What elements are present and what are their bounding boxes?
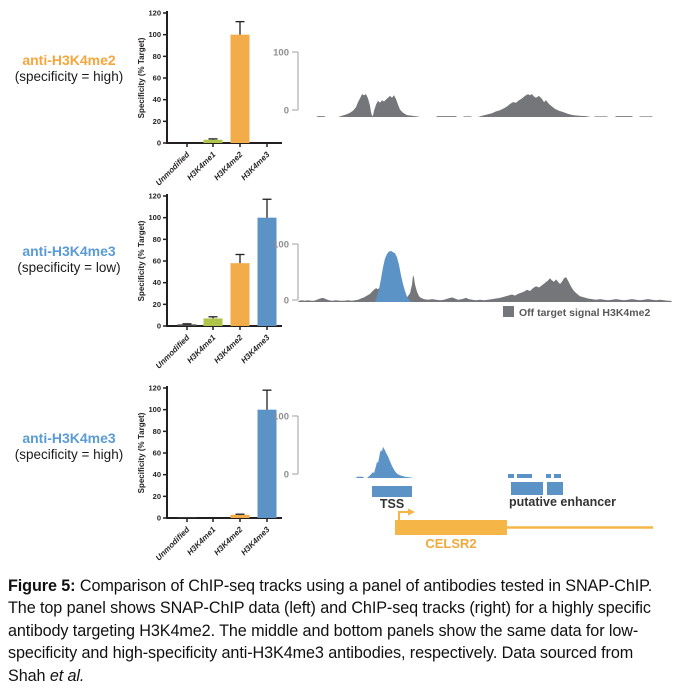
panel-bottom-label: anti-H3K4me3 (specificity = high) — [0, 430, 138, 462]
antibody-label: anti-H3K4me2 — [22, 52, 116, 68]
svg-text:0: 0 — [284, 106, 289, 117]
svg-text:H3K4me3: H3K4me3 — [239, 333, 272, 366]
svg-text:100: 100 — [273, 412, 289, 423]
specificity-label: (specificity = high) — [14, 447, 124, 462]
svg-text:20: 20 — [153, 492, 161, 501]
svg-text:0: 0 — [284, 470, 289, 481]
svg-text:80: 80 — [153, 427, 161, 436]
chipseq-track-middle: 100 0 Off target signal H3K4me2 — [273, 240, 672, 319]
caption-source: et al. — [49, 666, 85, 685]
figure-caption: Figure 5: Comparison of ChIP-seq tracks … — [8, 575, 672, 687]
svg-text:20: 20 — [153, 300, 161, 309]
svg-text:40: 40 — [153, 95, 161, 104]
svg-text:Specificity (% Target): Specificity (% Target) — [137, 37, 146, 118]
svg-text:20: 20 — [153, 117, 161, 126]
svg-text:0: 0 — [284, 296, 289, 307]
svg-text:100: 100 — [148, 30, 161, 39]
svg-text:40: 40 — [153, 470, 161, 479]
bar-chart-bottom: 0 20 40 60 80 100 120 Specificity (% Target) Unm… — [137, 384, 282, 563]
svg-text:60: 60 — [153, 74, 161, 83]
svg-text:60: 60 — [153, 257, 161, 266]
bar-chart-top: 0 20 40 60 80 100 120 Specificity (% Target) Unm… — [137, 9, 282, 188]
svg-text:Unmodified: Unmodified — [154, 524, 192, 562]
svg-text:80: 80 — [153, 52, 161, 61]
chipseq-track-top: 100 0 — [273, 48, 653, 117]
svg-text:Specificity (% Target): Specificity (% Target) — [137, 412, 146, 493]
svg-text:100: 100 — [148, 213, 161, 222]
panel-middle-label: anti-H3K4me3 (specificity = low) — [0, 243, 138, 275]
svg-text:120: 120 — [148, 192, 161, 201]
svg-text:0: 0 — [157, 139, 161, 148]
svg-text:putative enhancer: putative enhancer — [509, 495, 616, 509]
svg-text:Specificity (% Target): Specificity (% Target) — [137, 220, 146, 301]
svg-text:100: 100 — [273, 48, 289, 59]
antibody-label: anti-H3K4me3 — [22, 243, 116, 259]
svg-text:120: 120 — [148, 9, 161, 18]
svg-text:Unmodified: Unmodified — [154, 149, 192, 187]
svg-text:100: 100 — [273, 240, 289, 251]
panel-top-label: anti-H3K4me2 (specificity = high) — [0, 52, 138, 84]
specificity-label: (specificity = high) — [14, 69, 124, 84]
svg-text:120: 120 — [148, 384, 161, 393]
svg-text:Unmodified: Unmodified — [154, 332, 192, 370]
svg-text:Off target signal H3K4me2: Off target signal H3K4me2 — [519, 307, 650, 319]
antibody-label: anti-H3K4me3 — [22, 430, 116, 446]
bar-chart-middle: 0 20 40 60 80 100 120 Specificity (% Target) Unm… — [137, 192, 282, 371]
svg-text:TSS: TSS — [380, 497, 404, 511]
chipseq-track-bottom: 100 0 TSS putative enhancer CELSR2 — [273, 412, 653, 551]
svg-text:0: 0 — [157, 322, 161, 331]
caption-text: Comparison of ChIP-seq tracks using a pa… — [8, 577, 653, 685]
svg-text:40: 40 — [153, 278, 161, 287]
svg-text:80: 80 — [153, 235, 161, 244]
svg-text:100: 100 — [148, 405, 161, 414]
specificity-label: (specificity = low) — [17, 260, 121, 275]
svg-text:CELSR2: CELSR2 — [425, 536, 476, 551]
svg-text:60: 60 — [153, 449, 161, 458]
svg-text:0: 0 — [157, 514, 161, 523]
caption-label: Figure 5: — [8, 577, 76, 595]
